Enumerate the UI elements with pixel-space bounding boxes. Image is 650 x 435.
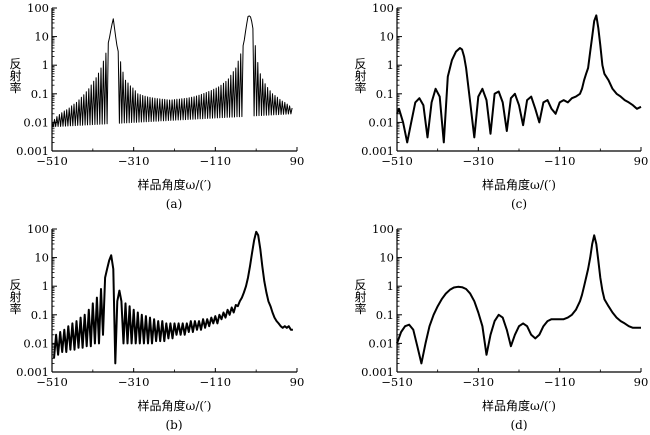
x-tick-label: −110 (200, 154, 232, 168)
panel-label: (c) (511, 197, 527, 211)
panel-d: 0.001 0.01 0.1 1 10 100 −510 −310 −110 90 反射率样品角度ω… (353, 222, 648, 432)
y-tick-label: 0.001 (16, 365, 49, 379)
y-axis-label: 反射率 (353, 278, 367, 314)
y-tick-label: 100 (372, 1, 394, 15)
y-axis-label: 反射率 (8, 57, 22, 93)
x-axis-label: 样品角度ω/(′) (138, 177, 212, 192)
y-tick-label: 0.1 (31, 87, 49, 101)
panel-label: (d) (510, 418, 527, 432)
y-tick-label: 0.001 (361, 144, 394, 158)
y-tick-label: 0.01 (368, 336, 394, 350)
y-tick-label: 0.1 (376, 308, 394, 322)
y-tick-label: 1 (387, 279, 394, 293)
x-tick-label: −310 (463, 375, 495, 389)
x-tick-label: −110 (544, 154, 576, 168)
x-tick-label: −510 (36, 154, 68, 168)
series-line (396, 14, 642, 144)
y-tick-label: 0.01 (23, 115, 49, 129)
y-tick-label: 0.001 (361, 365, 394, 379)
x-axis-label: 样品角度ω/(′) (482, 398, 556, 413)
panel-label: (b) (165, 418, 182, 432)
y-tick-label: 1 (387, 58, 394, 72)
x-axis-label: 样品角度ω/(′) (482, 177, 556, 192)
panel-a: 0.001 0.01 0.1 1 10 100 −510 −310 −110 90 反射率样品角度ω… (8, 1, 304, 211)
y-tick-label: 10 (379, 251, 394, 265)
x-tick-label: −110 (200, 375, 232, 389)
y-axis-label: 反射率 (353, 57, 367, 93)
x-tick-label: −110 (544, 375, 576, 389)
series-line (53, 230, 293, 365)
y-tick-label: 10 (34, 251, 49, 265)
y-tick-label: 0.1 (31, 308, 49, 322)
y-tick-label: 0.01 (23, 336, 49, 350)
y-axis-label: 反射率 (8, 278, 22, 314)
y-tick-label: 1 (42, 279, 49, 293)
x-axis-label: 样品角度ω/(′) (138, 398, 212, 413)
y-tick-label: 100 (372, 222, 394, 236)
y-tick-label: 1 (42, 58, 49, 72)
panel-label: (a) (166, 197, 183, 211)
y-tick-label: 100 (27, 222, 49, 236)
x-tick-label: −510 (381, 375, 413, 389)
series-line (51, 15, 293, 128)
x-tick-label: −510 (381, 154, 413, 168)
x-tick-label: 90 (290, 154, 305, 168)
x-tick-label: −310 (118, 375, 150, 389)
y-tick-label: 100 (27, 1, 49, 15)
x-tick-label: −510 (36, 375, 68, 389)
y-tick-label: 0.01 (368, 115, 394, 129)
x-tick-label: 90 (634, 375, 649, 389)
panel-b: 0.001 0.01 0.1 1 10 100 −510 −310 −110 90 反射率样品角度ω… (8, 222, 304, 432)
y-tick-label: 10 (379, 30, 394, 44)
series-line (396, 234, 641, 365)
y-tick-label: 0.001 (16, 144, 49, 158)
x-tick-label: −310 (118, 154, 150, 168)
x-tick-label: 90 (634, 154, 649, 168)
x-tick-label: −310 (463, 154, 495, 168)
x-tick-label: 90 (290, 375, 305, 389)
y-tick-label: 0.1 (376, 87, 394, 101)
panel-c: 0.001 0.01 0.1 1 10 100 −510 −310 −110 90 反射率样品角度ω… (353, 1, 648, 211)
y-tick-label: 10 (34, 30, 49, 44)
